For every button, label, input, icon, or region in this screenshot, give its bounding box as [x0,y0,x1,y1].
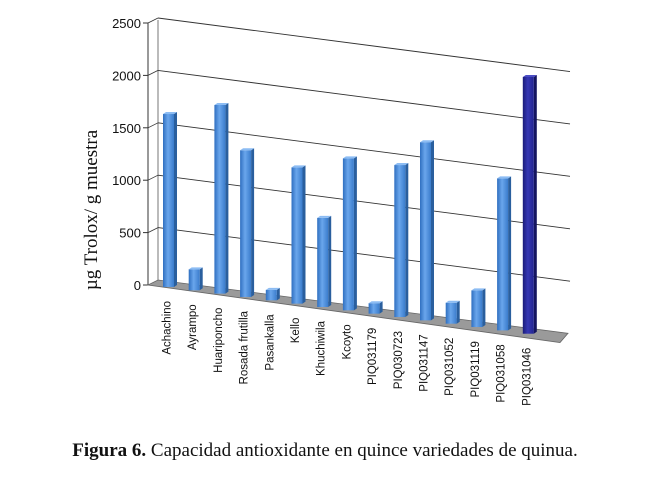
bar-front [420,142,431,321]
bar-side [328,215,332,307]
gridline [157,17,571,73]
bar-front [497,178,509,331]
gridline-depth [147,17,159,24]
category-label: PIQ031046 [521,348,533,406]
bar-top [342,156,357,159]
bar [471,288,486,328]
bar-top [497,176,512,179]
y-axis-label: µg Trolox/ g muestra [81,129,102,290]
y-tick-label: 1000 [112,173,141,188]
bar-side [405,163,409,318]
bar-side [533,74,537,334]
y-tick-label: 1500 [112,121,141,136]
category-label: Pasankalla [264,314,276,371]
bar [291,165,306,304]
bar-side [276,287,280,301]
gridline-depth [147,227,159,233]
bar [240,148,255,297]
bar-side [431,140,434,321]
y-tick-label: 2000 [112,68,141,83]
bar-side [251,148,255,297]
bar-front [368,303,380,314]
bar [522,74,537,334]
category-label: PIQ030723 [393,331,405,389]
category-label: Kcoyto [341,324,353,359]
bar [317,215,332,307]
category-label: Huariponcho [213,308,225,373]
gridline-depth [147,174,159,181]
figure-caption: Figura 6. Capacidad antioxidante en quin… [0,440,650,462]
bar-front [522,76,534,334]
bar-top [471,288,486,291]
bar-side [225,102,229,294]
bar [420,140,434,321]
bar-front [342,158,354,311]
bar-top [188,267,203,270]
bar-side [482,288,486,328]
bar-side [302,165,306,304]
category-label: Kello [290,318,302,344]
gridline-depth [147,122,159,129]
category-labels: Achachino Ayrampo Huariponcho Rosada frutil… [162,301,534,406]
bar-front [317,217,329,307]
bar-top [317,215,332,218]
bar-front [240,150,252,297]
bar-front [291,167,303,304]
bar [214,102,229,294]
bar-top [240,148,255,151]
y-tick-label: 2500 [112,16,141,31]
bar-side [174,112,177,287]
bar-top [394,163,409,166]
bar-top [522,74,537,77]
bar [368,301,383,314]
bar-top [265,287,280,290]
category-label: PIQ031058 [496,344,508,402]
category-label: Khuchiwila [316,320,328,376]
bar-side [199,267,203,291]
bar-side [456,300,460,324]
bar-top [368,301,383,304]
bar-side [508,176,512,331]
bar-front [214,104,226,294]
bar-front [471,290,483,328]
bar-front [445,302,457,324]
bar-front [163,114,174,287]
caption-text: Capacidad antioxidante en quince varieda… [146,440,578,461]
bar-front [265,289,277,301]
bar-top [291,165,306,168]
bar-top [420,140,434,143]
bar-front [188,269,200,291]
category-label: PIQ031052 [444,338,456,396]
category-label: PIQ031119 [470,341,482,397]
category-label: Ayrampo [187,304,199,350]
bar [445,300,460,324]
bar [265,287,280,301]
bar-top [214,102,229,105]
category-label: Achachino [162,301,174,355]
bar [342,156,357,311]
bar [394,163,409,318]
bar-side [379,301,383,314]
bar [497,176,512,331]
bars [163,74,537,334]
category-label: Rosada frutilla [239,310,251,384]
gridline-depth [147,70,159,76]
bar-side [353,156,357,311]
bar [163,112,177,287]
category-label: PIQ031147 [419,334,431,391]
caption-label: Figura 6. [72,440,147,461]
bar [188,267,203,291]
y-tick-label: 0 [134,278,141,293]
bar-front [394,165,406,318]
bar-top [445,300,460,303]
bar-top [163,112,177,115]
category-label: PIQ031179 [367,328,379,385]
y-tick-label: 500 [119,226,141,241]
gridline [157,69,571,125]
